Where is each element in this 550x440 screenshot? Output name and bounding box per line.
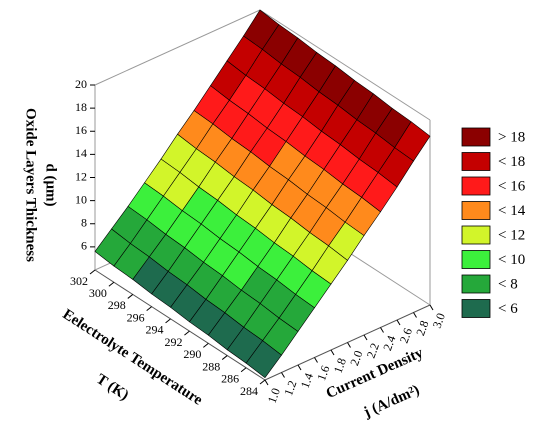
y-tick [259,379,266,385]
x-tick [413,312,417,318]
y-tick [146,306,152,312]
x-tick-label: 1.4 [298,371,316,390]
y-tick [127,294,134,299]
x-tick [297,364,302,371]
x-tick [363,334,368,341]
legend-label: > 18 [498,129,525,145]
legend-swatch [461,127,491,147]
y-tick-label: 300 [89,286,107,300]
x-tick [347,342,351,348]
x-tick-label: 2.4 [380,334,398,353]
x-tick-label: 2.6 [397,326,415,345]
y-tick-label: 296 [127,310,145,324]
y-tick [221,355,228,360]
z-tick-label: 6 [81,239,87,253]
x-tick-label: 2.0 [347,349,365,368]
z-tick-label: 10 [75,192,87,206]
box-edge [94,9,261,86]
x-tick-label: 1.6 [314,364,332,383]
axis-title: d (μm) [43,163,59,206]
legend-swatch [461,250,491,269]
axis-title: j (A/dm²) [361,382,422,421]
legend-swatch [461,152,491,171]
y-tick-label: 288 [202,359,220,373]
legend-swatch [461,176,491,196]
x-tick [314,357,318,363]
x-tick [264,379,269,386]
x-tick [281,372,285,378]
x-tick-label: 1.8 [331,356,349,375]
z-tick-label: 14 [75,146,87,160]
x-tick-label: 2.2 [364,341,382,360]
y-tick [184,330,190,336]
y-tick-label: 290 [183,347,201,361]
x-tick [330,349,335,356]
y-tick [108,281,115,287]
y-tick-label: 294 [146,323,164,337]
axis-title: T (K) [93,371,131,404]
x-tick [396,319,401,326]
legend-label: < 8 [498,276,518,292]
x-tick-label: 1.0 [265,386,283,405]
y-tick [203,342,209,348]
legend-label: < 18 [498,154,525,170]
legend-label: < 14 [498,203,526,219]
box-edge [94,269,266,381]
legend-swatch [461,225,491,245]
z-tick-label: 16 [75,123,87,137]
legend-swatch [461,201,491,220]
axis-title: Oxide Layers Thickness [23,108,39,262]
y-tick-label: 302 [70,274,88,288]
z-tick-label: 12 [75,169,87,183]
z-tick-label: 8 [81,216,87,230]
y-tick-label: 298 [108,298,126,312]
x-tick-label: 1.2 [281,379,299,398]
x-tick-label: 2.8 [413,319,431,338]
y-tick-label: 292 [164,335,182,349]
y-tick [240,367,247,373]
y-tick-label: 284 [240,384,258,398]
y-tick [165,318,171,324]
legend-swatch [461,274,491,294]
legend-label: < 10 [498,252,525,268]
legend-label: < 6 [498,301,518,317]
legend-swatch [461,299,491,318]
legend-label: < 12 [498,227,525,243]
x-tick [380,327,384,333]
y-tick-label: 286 [221,372,239,386]
surface-cell [245,340,282,379]
box-edge [259,9,431,121]
y-tick [89,269,96,275]
z-tick-label: 20 [75,77,87,91]
legend-label: < 16 [498,178,526,194]
x-tick-label: 3.0 [430,311,448,330]
z-tick-label: 18 [75,100,87,114]
x-tick [429,304,434,311]
